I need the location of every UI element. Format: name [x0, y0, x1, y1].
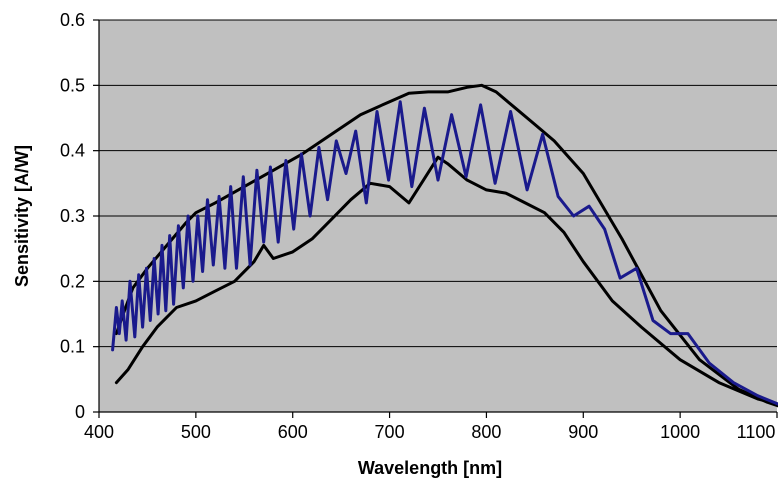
x-tick-label: 700 [375, 422, 405, 442]
x-tick-label: 400 [84, 422, 114, 442]
axes [93, 19, 778, 418]
x-axis-title: Wavelength [nm] [358, 458, 502, 478]
y-axis-title: Sensitivity [A/W] [12, 145, 32, 287]
x-tick-label: 600 [278, 422, 308, 442]
series-line-3 [111, 100, 778, 406]
x-tick-label: 1100 [737, 422, 776, 442]
y-tick-label: 0.3 [60, 206, 85, 226]
x-tick-label: 1000 [660, 422, 700, 442]
series-lines [111, 83, 778, 408]
series-line-1 [114, 83, 778, 408]
tick-labels: 0 0.1 0.2 0.3 0.4 0.5 0.6 400 500 600 700 800 900 100… [60, 10, 775, 442]
x-tick-label: 800 [471, 422, 501, 442]
y-tick-label: 0 [75, 402, 85, 422]
y-tick-label: 0.1 [60, 337, 85, 357]
gridlines [99, 19, 777, 348]
series-line-2 [114, 155, 778, 406]
x-tick-label: 900 [568, 422, 598, 442]
y-tick-label: 0.5 [60, 75, 85, 95]
y-tick-label: 0.2 [60, 271, 85, 291]
y-tick-label: 0.4 [60, 141, 85, 161]
x-tick-label: 500 [181, 422, 211, 442]
y-tick-label: 0.6 [60, 10, 85, 30]
